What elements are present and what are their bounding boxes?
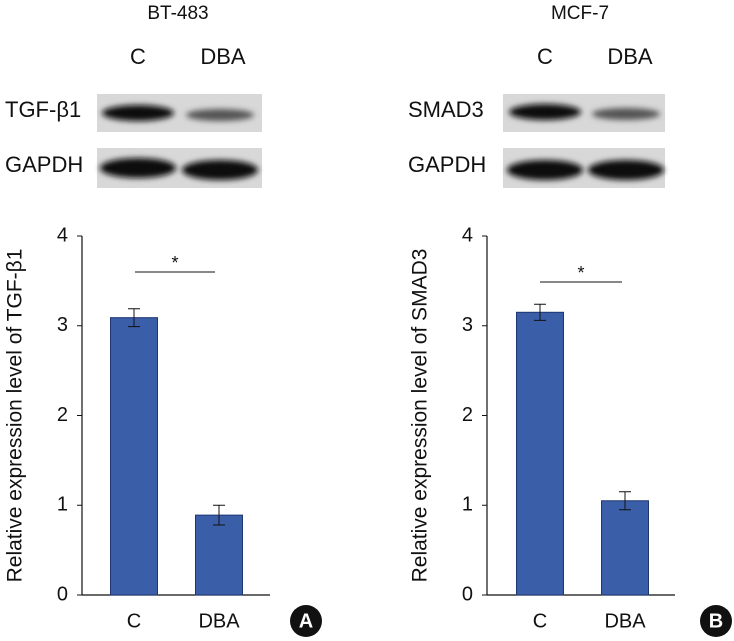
error-bar [213, 504, 225, 526]
band [507, 160, 583, 180]
annotation: * [577, 263, 584, 283]
bar [110, 317, 158, 596]
y-tick-label: 1 [462, 494, 473, 516]
y-tick-label: 2 [57, 404, 68, 426]
y-tick-label: 0 [462, 583, 473, 605]
y-tick-label: 4 [57, 224, 68, 246]
bar [195, 514, 243, 596]
x-tick-label: C [533, 610, 547, 632]
band [588, 160, 664, 180]
band [509, 104, 581, 120]
x-tick-label: DBA [604, 610, 646, 632]
y-tick-label: 2 [462, 404, 473, 426]
lane-label: C [537, 44, 553, 69]
blots-b [503, 94, 665, 188]
lane-label: DBA [200, 44, 246, 69]
panel-badge [290, 605, 322, 637]
y-tick-label: 3 [462, 314, 473, 336]
x-tick-label: C [127, 610, 141, 632]
blot-label: GAPDH [5, 152, 83, 177]
x-tick-label: DBA [198, 610, 240, 632]
panel-label: A [299, 610, 313, 632]
error-bar [619, 491, 631, 511]
bar [601, 500, 649, 596]
y-axis-label: Relative expression level of SMAD3 [409, 249, 432, 583]
y-axis-label: Relative expression level of TGF-β1 [4, 249, 27, 583]
band [100, 158, 176, 178]
error-bar [534, 303, 546, 321]
y-tick-label: 4 [462, 224, 473, 246]
blot-label: TGF-β1 [5, 97, 81, 122]
annotation: * [171, 253, 178, 273]
y-tick-label: 3 [57, 314, 68, 336]
panel-label: B [709, 610, 723, 632]
band [592, 108, 660, 120]
y-tick-label: 1 [57, 494, 68, 516]
blot-label: GAPDH [408, 152, 486, 177]
lane-label: C [130, 44, 146, 69]
bar [516, 311, 564, 596]
lane-label: DBA [607, 44, 653, 69]
blot-label: SMAD3 [408, 97, 484, 122]
panel-badge [700, 605, 732, 637]
band [182, 160, 258, 180]
y-tick-label: 0 [57, 583, 68, 605]
blots-a [97, 94, 262, 188]
band [102, 105, 174, 121]
band [186, 109, 254, 121]
chart-title: MCF-7 [551, 3, 609, 24]
chart-title: BT-483 [147, 3, 208, 24]
error-bar [128, 308, 140, 328]
